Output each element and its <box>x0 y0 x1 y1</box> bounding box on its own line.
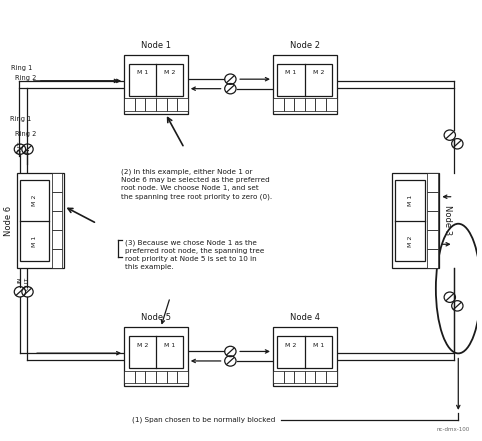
Text: OUT: OUT <box>25 277 30 290</box>
Text: IN: IN <box>25 147 30 153</box>
Text: (3) Because we chose Node 1 as the
preferred root node, the spanning tree
root p: (3) Because we chose Node 1 as the prefe… <box>125 240 265 270</box>
Bar <box>427 192 438 211</box>
Bar <box>395 179 425 262</box>
Bar <box>124 370 135 384</box>
Text: M 2: M 2 <box>136 343 148 348</box>
Bar <box>146 98 156 111</box>
Text: M 1: M 1 <box>313 343 324 348</box>
Bar <box>273 328 336 386</box>
Text: Node 1: Node 1 <box>141 41 171 50</box>
Bar <box>283 370 294 384</box>
Bar <box>427 173 438 192</box>
Bar <box>427 230 438 249</box>
Bar <box>427 211 438 230</box>
Bar <box>305 98 315 111</box>
Text: Node 3: Node 3 <box>443 206 452 235</box>
Bar <box>277 64 332 96</box>
Bar <box>392 173 440 268</box>
Bar <box>16 173 64 268</box>
Bar <box>273 55 336 113</box>
Text: Node 5: Node 5 <box>141 313 171 322</box>
Text: M 1: M 1 <box>285 71 297 75</box>
Text: Node 2: Node 2 <box>290 41 320 50</box>
Bar <box>124 55 188 113</box>
Bar <box>167 98 177 111</box>
Bar <box>134 98 146 111</box>
Text: Node 4: Node 4 <box>290 313 320 322</box>
Bar <box>305 370 315 384</box>
Bar <box>129 336 183 368</box>
Bar <box>273 370 283 384</box>
Text: OUT: OUT <box>17 140 23 153</box>
Text: M 1: M 1 <box>32 235 37 247</box>
Bar <box>277 336 332 368</box>
Bar <box>52 249 62 268</box>
Text: Ring 1: Ring 1 <box>11 65 32 71</box>
Text: M 2: M 2 <box>408 235 413 247</box>
Bar <box>124 98 135 111</box>
Text: M 2: M 2 <box>285 343 297 348</box>
Bar <box>134 370 146 384</box>
Text: M 2: M 2 <box>313 71 324 75</box>
Text: Node 6: Node 6 <box>4 206 13 235</box>
Bar <box>326 370 336 384</box>
Bar <box>52 173 62 192</box>
Text: Ring 2: Ring 2 <box>15 131 37 137</box>
Bar <box>177 370 188 384</box>
Bar <box>20 179 49 262</box>
Text: (2) In this example, either Node 1 or
Node 6 may be selected as the preferred
ro: (2) In this example, either Node 1 or No… <box>120 168 272 200</box>
Bar <box>146 370 156 384</box>
Text: M 2: M 2 <box>32 194 37 206</box>
Bar <box>427 249 438 268</box>
Bar <box>156 98 167 111</box>
Bar <box>283 98 294 111</box>
Text: M 2: M 2 <box>164 71 175 75</box>
Bar <box>315 370 326 384</box>
Bar <box>294 370 305 384</box>
Text: M 1: M 1 <box>136 71 148 75</box>
Bar <box>129 64 183 96</box>
Text: M 1: M 1 <box>164 343 175 348</box>
Text: IN: IN <box>17 277 23 283</box>
Bar <box>167 370 177 384</box>
Text: M 1: M 1 <box>408 194 413 206</box>
Bar <box>273 98 283 111</box>
Bar <box>52 192 62 211</box>
Bar <box>52 211 62 230</box>
Text: (1) Span chosen to be normally blocked: (1) Span chosen to be normally blocked <box>132 417 275 423</box>
Bar <box>156 370 167 384</box>
Bar <box>326 98 336 111</box>
Text: nc-dmx-100: nc-dmx-100 <box>437 427 470 432</box>
Text: Ring 1: Ring 1 <box>11 116 32 122</box>
Bar <box>315 98 326 111</box>
Bar <box>52 230 62 249</box>
Text: Ring 2: Ring 2 <box>15 75 37 81</box>
Bar <box>124 328 188 386</box>
Bar <box>294 98 305 111</box>
Bar <box>177 98 188 111</box>
